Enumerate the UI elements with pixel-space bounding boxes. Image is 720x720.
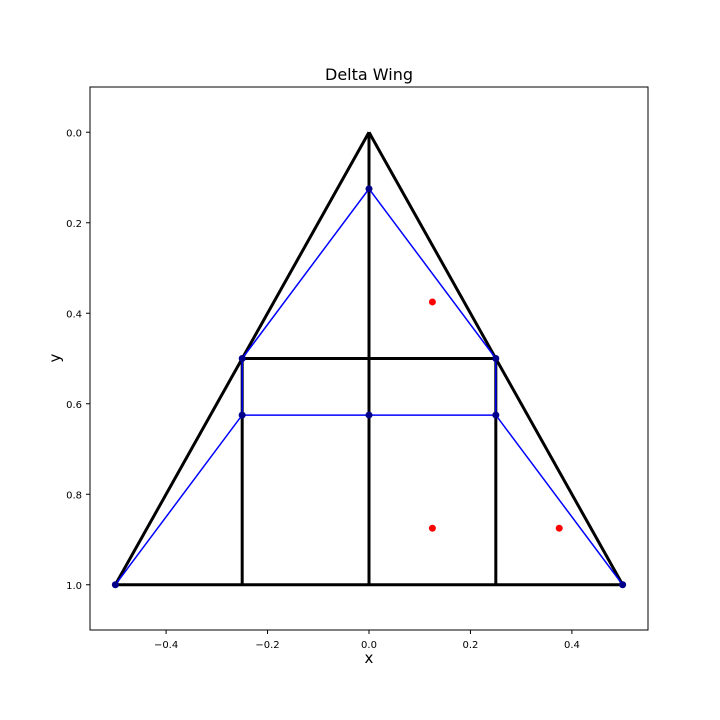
lattice-point bbox=[238, 355, 246, 362]
y-tick-label: 0.6 bbox=[66, 400, 82, 411]
y-tick-label: 0.0 bbox=[66, 128, 82, 139]
x-tick-label: 0.4 bbox=[564, 640, 580, 651]
y-tick-label: 0.4 bbox=[66, 309, 82, 320]
axes-frame bbox=[89, 86, 649, 631]
lattice-point bbox=[619, 581, 627, 589]
lattice-point bbox=[492, 411, 500, 419]
lattice-point bbox=[238, 411, 246, 419]
lattice-point bbox=[365, 411, 373, 419]
lattice-point bbox=[492, 355, 500, 362]
chart-title: Delta Wing bbox=[325, 65, 413, 84]
control-point bbox=[428, 298, 436, 306]
x-tick-label: 0.0 bbox=[361, 640, 377, 651]
control-point bbox=[555, 524, 563, 532]
y-tick-label: 0.8 bbox=[66, 490, 82, 501]
lattice-point bbox=[365, 185, 373, 193]
x-tick-label: 0.2 bbox=[463, 640, 479, 651]
axis-ticks: −0.4 −0.2 0.0 0.2 0.4 0.0 0.2 0.4 0.6 0.8 1.0 bbox=[66, 128, 580, 651]
x-tick-label: −0.4 bbox=[154, 640, 178, 651]
control-point bbox=[428, 524, 436, 532]
x-axis-label: x bbox=[365, 649, 374, 667]
y-tick-label: 1.0 bbox=[66, 581, 82, 592]
lattice-point bbox=[111, 581, 119, 589]
x-tick-label: −0.2 bbox=[255, 640, 279, 651]
y-tick-label: 0.2 bbox=[66, 219, 82, 230]
y-axis-label: y bbox=[46, 353, 64, 362]
plot-area bbox=[111, 131, 627, 589]
